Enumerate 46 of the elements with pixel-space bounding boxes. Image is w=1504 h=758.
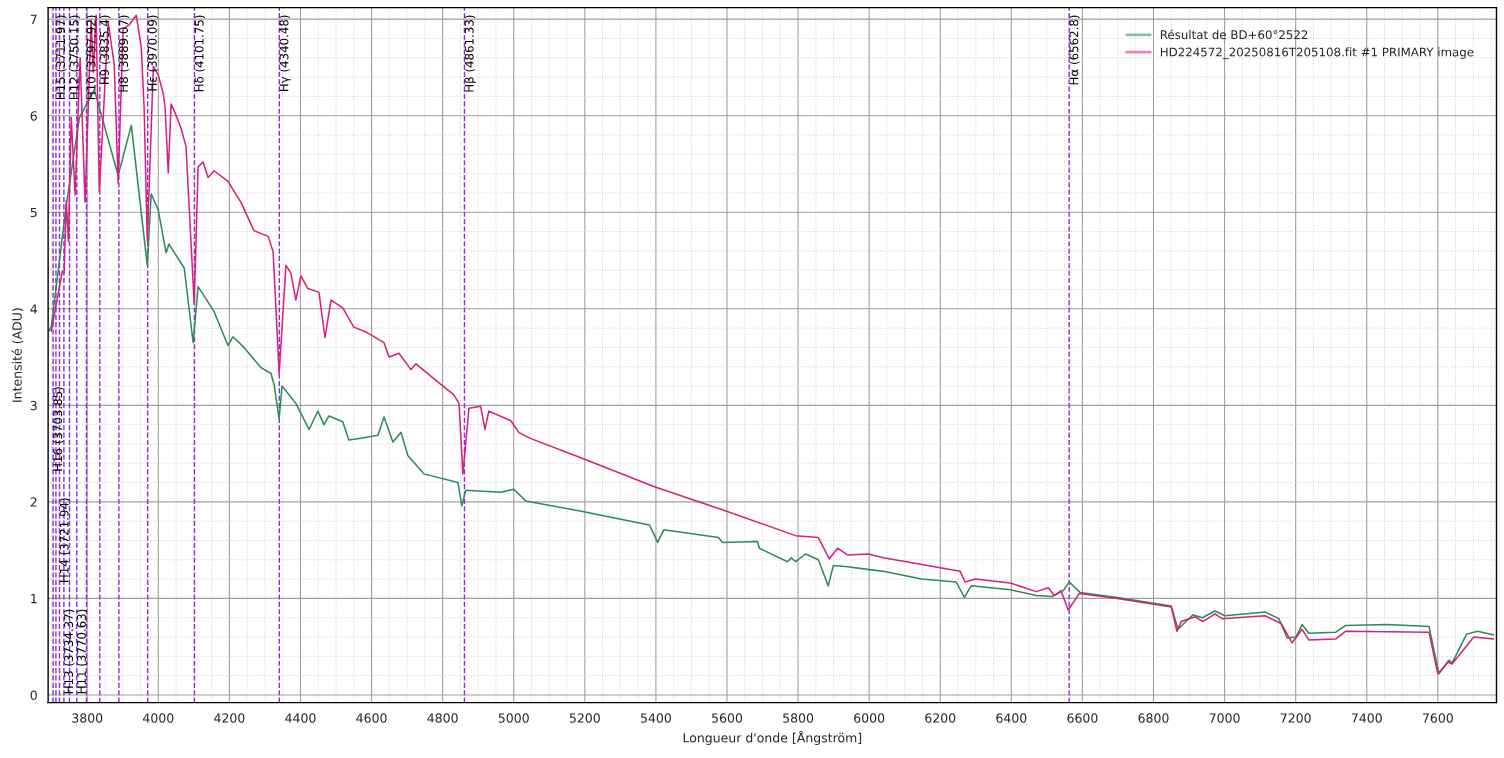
y-tick-label: 7	[30, 14, 37, 24]
legend-label: HD224572_20250816T205108.fit #1 PRIMARY image	[1160, 47, 1474, 60]
x-tick-label: 4600	[356, 713, 387, 723]
x-tick-label: 7600	[1422, 713, 1453, 723]
x-tick-label: 4800	[427, 713, 458, 723]
x-tick-label: 5200	[569, 713, 600, 723]
x-tick-label: 6800	[1138, 713, 1169, 723]
ref-line-label: H10 (3797.92)	[86, 15, 98, 100]
y-tick-label: 0	[30, 690, 37, 700]
x-tick-label: 7200	[1280, 713, 1311, 723]
ref-line-label: Hβ (4861.33)	[464, 15, 476, 92]
x-tick-label: 4200	[214, 713, 245, 723]
ref-line-label: Hδ (4101.75)	[194, 15, 205, 92]
ref-line-label: H15 (3711.97)	[55, 15, 67, 100]
x-tick-label: 6200	[925, 713, 956, 723]
x-tick-label: 5800	[783, 713, 814, 723]
ref-line-label: H9 (3835.4)	[99, 15, 111, 85]
ref-line-label: Hε (3970.09)	[147, 15, 159, 91]
x-tick-label: 6400	[996, 713, 1027, 723]
x-tick-label: 3800	[72, 713, 103, 723]
y-tick-label: 1	[31, 594, 37, 604]
y-tick-label: 4	[30, 304, 38, 314]
ref-line-label: H8 (3889.07)	[118, 15, 130, 92]
x-tick-label: 6600	[1067, 713, 1098, 723]
x-tick-label: 6000	[854, 713, 885, 723]
ref-line-label: H11 (3770.63)	[76, 609, 88, 694]
ref-line-label: Hγ (4340.48)	[279, 15, 291, 92]
y-tick-label: 3	[30, 400, 37, 411]
x-tick-label: 5000	[498, 713, 529, 723]
x-tick-label: 7000	[1209, 713, 1240, 723]
ref-line-label: H16 (3703.85)	[53, 387, 64, 471]
x-tick-label: 4000	[143, 713, 174, 723]
x-tick-label: 4400	[285, 713, 316, 723]
x-tick-label: 5600	[712, 713, 743, 723]
x-tick-label: 7400	[1351, 713, 1382, 723]
x-axis-title: Longueur d'onde [Ångström]	[683, 730, 862, 745]
ref-line-label: H12 (3750.15)	[69, 15, 81, 100]
ref-line-label: H14 (3721.94)	[59, 498, 71, 582]
y-tick-label: 5	[30, 207, 37, 218]
x-tick-label: 5400	[640, 713, 671, 723]
y-axis-title: Intensité (ADU)	[11, 308, 24, 402]
y-tick-label: 6	[30, 111, 37, 121]
ref-line-label: Hα (6562.8)	[1069, 15, 1080, 85]
legend-label: Résultat de BD+60°2522	[1160, 29, 1308, 40]
ref-line-label: H13 (3734.37)	[63, 609, 75, 694]
y-tick-label: 2	[30, 497, 37, 507]
